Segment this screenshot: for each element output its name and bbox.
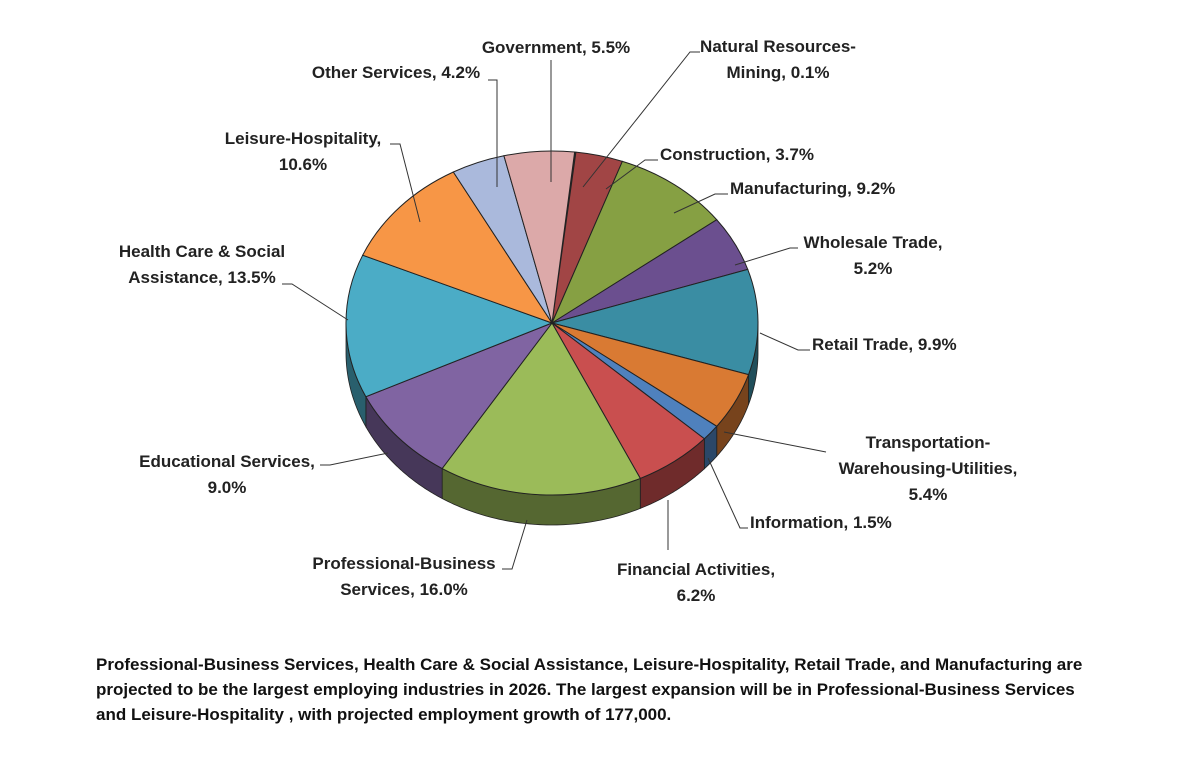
label-financial-activities: Financial Activities, 6.2% [617, 560, 775, 605]
leader-line-manufacturing [673, 193, 728, 214]
label-government: Government, 5.5% [482, 38, 630, 57]
leader-line-wholesale-trade [734, 247, 798, 266]
slice-leisure-hospitality [361, 171, 554, 324]
label-health-care-social-assistance: Health Care & Social Assistance, 13.5% [119, 242, 285, 287]
pie-chart: Natural Resources-Mining, 0.1% Constructi… [119, 37, 1018, 605]
label-construction: Construction, 3.7% [660, 145, 814, 164]
leader-line-natural-resources-mining [582, 51, 700, 188]
leader-line-leisure-hospitality [390, 143, 421, 223]
label-professional-business-services: Professional-Business Services, 16.0% [312, 554, 495, 599]
slice-manufacturing [550, 160, 718, 325]
slice-retail-trade [550, 268, 759, 376]
leader-line-professional-business-services [502, 519, 528, 570]
slice-health-care-social-assistance [345, 254, 554, 398]
leader-line-health-care-social-assistance [282, 283, 349, 321]
slice-educational-services [365, 321, 554, 470]
label-wholesale-trade: Wholesale Trade, 5.2% [804, 233, 943, 278]
slice-government [503, 150, 576, 324]
label-educational-services: Educational Services, 9.0% [139, 452, 315, 497]
pie-slices [345, 150, 759, 496]
leader-line-construction [605, 159, 658, 190]
slice-professional-business-services [441, 322, 642, 496]
label-natural-resources-mining: Natural Resources-Mining, 0.1% [700, 37, 856, 82]
slice-labels: Natural Resources-Mining, 0.1% Constructi… [119, 37, 1018, 605]
leader-line-information [707, 457, 748, 529]
leader-line-retail-trade [759, 332, 810, 351]
leader-line-transportation-warehousing-utilities [723, 431, 827, 453]
leader-line-other-services [488, 79, 498, 187]
label-transportation-warehousing-utilities: Transportation-Warehousing-Utilities, 5.4… [839, 433, 1018, 504]
label-other-services: Other Services, 4.2% [312, 63, 480, 82]
label-information: Information, 1.5% [750, 513, 892, 532]
leader-line-educational-services [320, 452, 389, 466]
label-retail-trade: Retail Trade, 9.9% [812, 335, 957, 354]
label-leisure-hospitality: Leisure-Hospitality, 10.6% [225, 129, 382, 174]
label-manufacturing: Manufacturing, 9.2% [730, 179, 895, 198]
chart-caption: Professional-Business Services, Health C… [96, 655, 1083, 724]
